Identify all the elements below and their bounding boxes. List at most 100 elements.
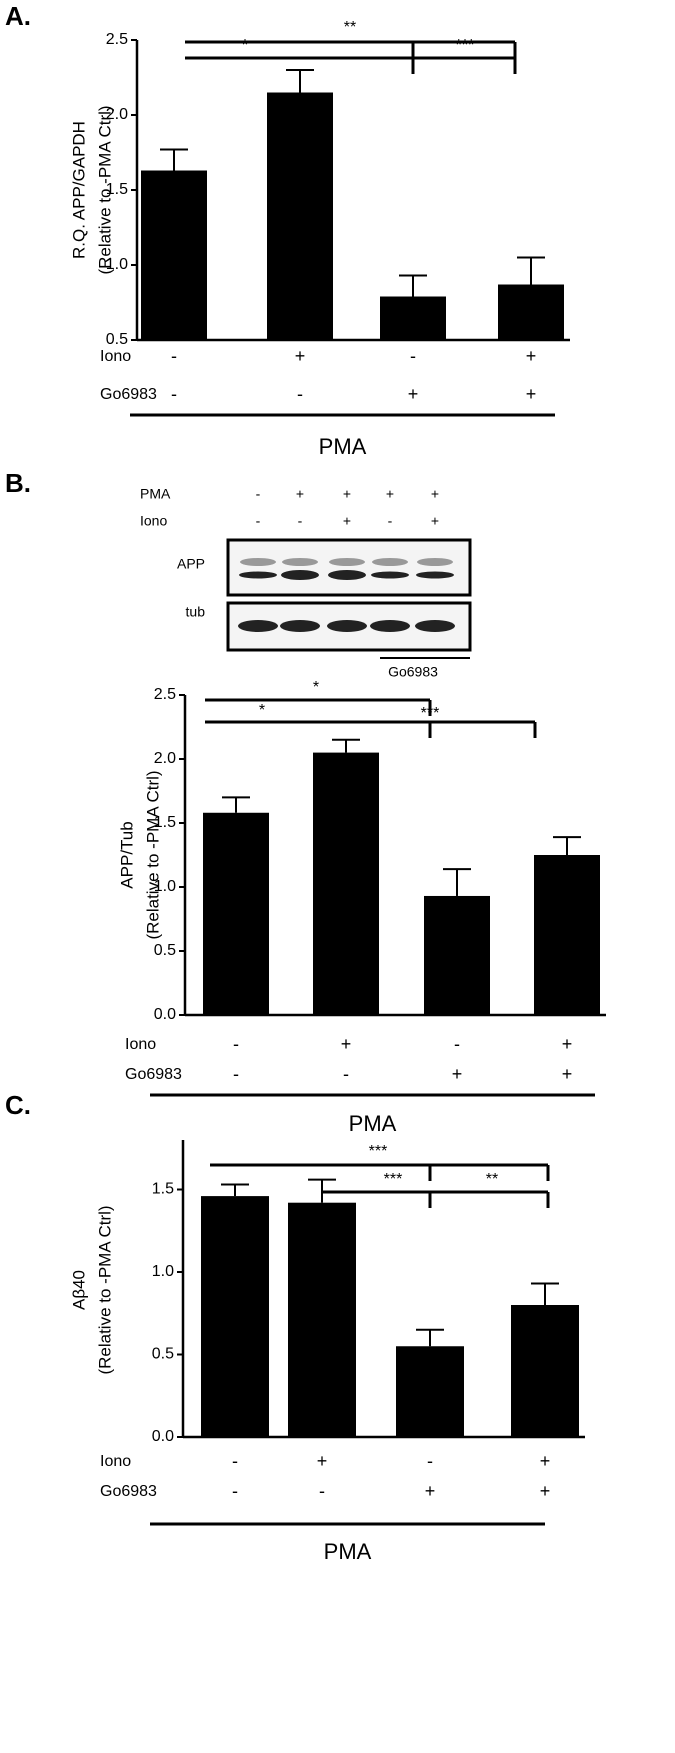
bar [141,170,207,340]
group-label: PMA [349,1111,397,1136]
error-bar [517,256,545,285]
blot-band [415,620,455,632]
blot-sign: - [256,513,261,529]
condition-name: Iono [100,348,131,365]
condition-sign: + [341,1034,352,1054]
condition-sign: - [171,384,177,404]
panel-label: B. [5,468,31,498]
condition-sign: + [540,1451,551,1471]
condition-sign: - [454,1034,460,1054]
bar [511,1305,579,1437]
error-bar [286,69,314,93]
blot-band [416,571,454,579]
condition-name: Go6983 [100,386,157,403]
error-bar [416,1328,444,1347]
error-bar [553,836,581,855]
condition-sign: + [526,384,537,404]
y-tick-label: 1.5 [154,814,176,831]
blot-row-name: Iono [140,513,167,529]
bar [534,855,600,1015]
y-axis-label: R.Q. APP/GAPDH [69,121,88,259]
error-bar [222,796,250,813]
blot-band [239,571,277,579]
significance-label: * [259,702,265,719]
y-tick-label: 1.5 [152,1181,174,1198]
bar [396,1346,464,1437]
blot-band [240,558,276,566]
condition-name: Go6983 [100,1483,157,1500]
error-bar [399,274,427,297]
significance-label: *** [384,1171,403,1188]
condition-sign: + [452,1064,463,1084]
y-tick-label: 0.5 [154,942,176,959]
y-tick-label: 0.0 [154,1006,176,1023]
y-tick-label: 1.0 [152,1263,174,1280]
bar [267,92,333,340]
condition-sign: - [171,346,177,366]
y-tick-label: 2.0 [106,106,128,123]
significance-label: *** [421,705,440,722]
condition-sign: - [232,1481,238,1501]
error-bar [332,738,360,753]
significance-label: *** [456,37,475,54]
error-bar [221,1183,249,1197]
condition-sign: + [540,1481,551,1501]
y-tick-label: 0.0 [152,1428,174,1445]
panel-label: C. [5,1090,31,1120]
y-tick-label: 1.0 [154,878,176,895]
blot-band-label: tub [186,604,206,620]
condition-sign: - [410,346,416,366]
condition-name: Iono [100,1453,131,1470]
y-tick-label: 1.0 [106,256,128,273]
blot-band [371,571,409,579]
blot-band [372,558,408,566]
significance-label: ** [344,19,356,36]
panel-label: A. [5,1,31,31]
bar [201,1196,269,1437]
blot-band [280,620,320,632]
condition-name: Go6983 [125,1066,182,1083]
bar [498,284,564,340]
blot-band [282,558,318,566]
error-bar [531,1282,559,1305]
condition-sign: + [425,1481,436,1501]
significance-label: * [242,37,248,54]
y-axis-label: (Relative to -PMA Ctrl) [95,1205,114,1374]
bar [380,296,446,340]
y-tick-label: 2.5 [154,686,176,703]
significance-label: *** [369,1143,388,1160]
drug-label: Go6983 [388,664,438,680]
condition-name: Iono [125,1036,156,1053]
condition-sign: - [297,384,303,404]
blot-band [329,558,365,566]
group-label: PMA [319,434,367,459]
condition-sign: - [319,1481,325,1501]
blot-sign: + [386,486,394,502]
blot-band [327,620,367,632]
error-bar [160,148,188,171]
condition-sign: - [427,1451,433,1471]
bar [313,752,379,1015]
condition-sign: + [526,346,537,366]
blot-sign: - [298,513,303,529]
condition-sign: + [408,384,419,404]
y-tick-label: 0.5 [106,331,128,348]
bar [424,895,490,1015]
condition-sign: + [295,346,306,366]
blot-band [238,620,278,632]
blot-frame [226,538,472,597]
blot-sign: + [343,486,351,502]
y-tick-label: 2.0 [154,750,176,767]
blot-band [370,620,410,632]
error-bar [443,868,471,896]
bar [288,1202,356,1437]
blot-sign: + [296,486,304,502]
y-axis-label: (Relative to -PMA Ctrl) [95,105,114,274]
condition-sign: + [562,1064,573,1084]
blot-sign: + [431,486,439,502]
blot-sign: - [256,486,261,502]
significance-label: * [313,679,319,696]
condition-sign: - [232,1451,238,1471]
bar [203,812,269,1015]
